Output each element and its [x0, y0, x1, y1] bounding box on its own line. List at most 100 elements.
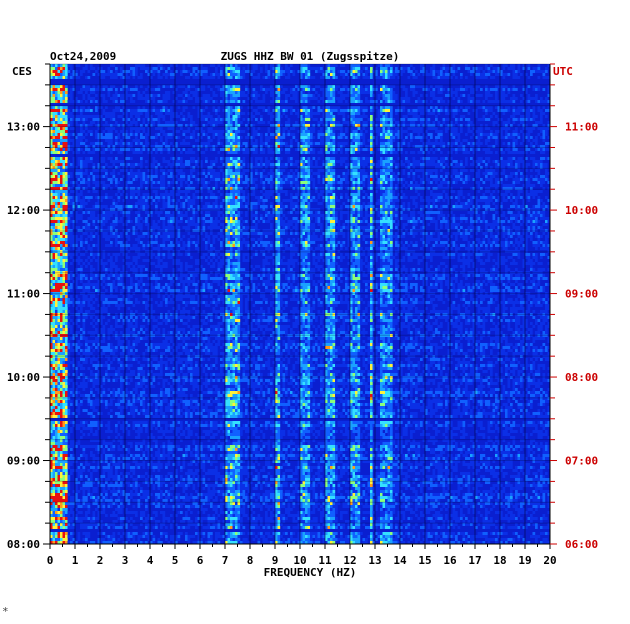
heatmap-cell [97, 127, 101, 130]
heatmap-cell [307, 184, 311, 187]
heatmap-cell [92, 187, 96, 190]
heatmap-cell [195, 67, 198, 70]
heatmap-cell [465, 64, 468, 67]
heatmap-cell [280, 181, 283, 184]
heatmap-cell [355, 85, 358, 88]
heatmap-cell [470, 124, 473, 127]
heatmap-cell [382, 115, 386, 118]
heatmap-cell [532, 109, 536, 112]
heatmap-cell [120, 115, 123, 118]
heatmap-cell [295, 121, 298, 124]
heatmap-cell [275, 91, 278, 94]
heatmap-cell [492, 100, 496, 103]
heatmap-cell [227, 124, 231, 127]
heatmap-cell [57, 130, 61, 133]
heatmap-cell [302, 106, 306, 109]
heatmap-cell [50, 91, 53, 94]
heatmap-cell [60, 73, 63, 76]
heatmap-cell [385, 169, 388, 172]
heatmap-cell [437, 160, 441, 163]
heatmap-cell [355, 193, 358, 196]
heatmap-cell [255, 151, 258, 154]
heatmap-cell [237, 172, 241, 175]
heatmap-cell [425, 106, 428, 109]
heatmap-cell [92, 73, 96, 76]
heatmap-cell [75, 97, 78, 100]
heatmap-cell [225, 118, 228, 121]
heatmap-cell [435, 97, 438, 100]
heatmap-cell [497, 181, 501, 184]
heatmap-cell [300, 67, 303, 70]
heatmap-cell [485, 88, 488, 91]
heatmap-cell [275, 163, 278, 166]
heatmap-cell [225, 73, 228, 76]
heatmap-cell [295, 184, 298, 187]
heatmap-cell [210, 124, 213, 127]
heatmap-cell [540, 184, 543, 187]
heatmap-cell [50, 106, 53, 109]
heatmap-cell [325, 166, 328, 169]
heatmap-cell [537, 67, 541, 70]
heatmap-cell [250, 187, 253, 190]
heatmap-cell [307, 136, 311, 139]
heatmap-cell [225, 157, 228, 160]
heatmap-cell [507, 151, 511, 154]
heatmap-cell [340, 193, 343, 196]
heatmap-cell [327, 151, 331, 154]
heatmap-cell [397, 133, 401, 136]
heatmap-cell [197, 133, 201, 136]
heatmap-cell [257, 112, 261, 115]
heatmap-cell [537, 121, 541, 124]
heatmap-cell [285, 166, 288, 169]
heatmap-cell [147, 193, 151, 196]
heatmap-cell [55, 172, 58, 175]
heatmap-cell [57, 166, 61, 169]
heatmap-cell [512, 97, 516, 100]
heatmap-cell [142, 136, 146, 139]
heatmap-cell [335, 148, 338, 151]
heatmap-cell [342, 136, 346, 139]
heatmap-cell [457, 139, 461, 142]
heatmap-cell [250, 175, 253, 178]
heatmap-cell [472, 91, 476, 94]
heatmap-cell [315, 187, 318, 190]
heatmap-cell [412, 112, 416, 115]
heatmap-cell [237, 67, 241, 70]
heatmap-cell [67, 124, 71, 127]
heatmap-cell [272, 70, 276, 73]
heatmap-cell [120, 76, 123, 79]
heatmap-cell [402, 130, 406, 133]
heatmap-cell [470, 157, 473, 160]
heatmap-cell [470, 100, 473, 103]
heatmap-cell [547, 124, 551, 127]
heatmap-cell [300, 124, 303, 127]
heatmap-cell [292, 172, 296, 175]
heatmap-cell [310, 88, 313, 91]
heatmap-cell [57, 187, 61, 190]
heatmap-cell [185, 160, 188, 163]
heatmap-cell [332, 106, 336, 109]
heatmap-cell [140, 76, 143, 79]
heatmap-cell [250, 172, 253, 175]
heatmap-cell [87, 94, 91, 97]
heatmap-cell [400, 124, 403, 127]
heatmap-cell [217, 88, 221, 91]
heatmap-cell [247, 88, 251, 91]
heatmap-cell [352, 163, 356, 166]
heatmap-cell [270, 64, 273, 67]
heatmap-cell [330, 166, 333, 169]
heatmap-cell [327, 145, 331, 148]
heatmap-cell [267, 106, 271, 109]
heatmap-cell [510, 175, 513, 178]
heatmap-cell [102, 151, 106, 154]
heatmap-cell [245, 169, 248, 172]
heatmap-cell [52, 127, 56, 130]
heatmap-cell [272, 133, 276, 136]
heatmap-cell [530, 157, 533, 160]
heatmap-cell [120, 151, 123, 154]
heatmap-cell [507, 100, 511, 103]
heatmap-cell [275, 166, 278, 169]
heatmap-cell [72, 190, 76, 193]
heatmap-cell [222, 100, 226, 103]
heatmap-cell [82, 115, 86, 118]
